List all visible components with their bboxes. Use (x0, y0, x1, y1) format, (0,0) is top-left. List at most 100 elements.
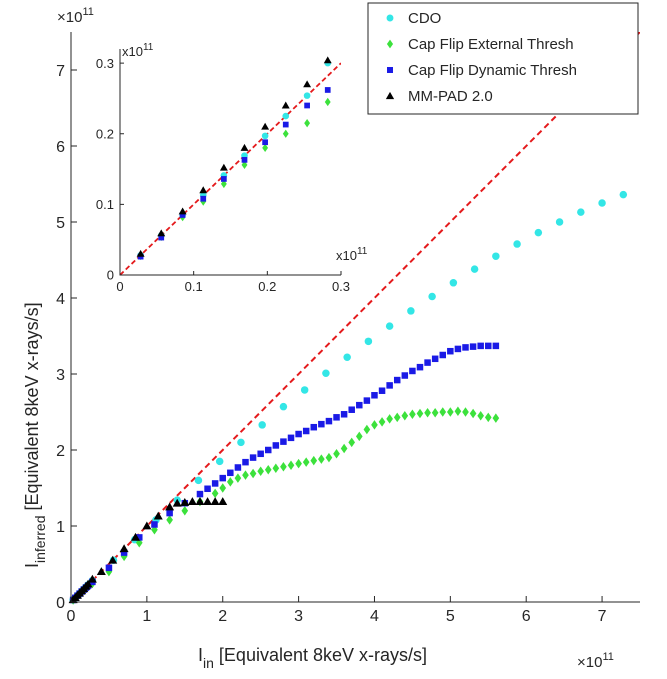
inset-x-tick-label: 0 (116, 279, 123, 294)
inset-point (221, 176, 227, 182)
main-point (348, 406, 355, 413)
main-point (187, 497, 197, 506)
main-point (318, 454, 325, 464)
main-point (120, 549, 128, 556)
inset-point (324, 87, 331, 93)
main-point (428, 292, 436, 301)
main-point (83, 579, 93, 588)
inset-point (179, 212, 186, 218)
main-point (393, 412, 401, 423)
inset-point (199, 186, 208, 194)
inset-point (281, 101, 290, 109)
main-point (272, 463, 280, 473)
x-multiplier-inset: x1011 (336, 246, 368, 263)
x-axis-label: Iin [Equivalent 8keV x-rays/s] (198, 645, 427, 671)
x-multiplier-main: ×1011 (577, 651, 614, 671)
main-point (280, 461, 287, 472)
inset-point (158, 234, 165, 241)
main-point (409, 367, 416, 375)
main-point (234, 473, 242, 483)
inset-axes: 0 0.1 0.2 0.3 0 0.1 0.2 0.3 (96, 49, 350, 294)
main-point (469, 343, 477, 350)
main-point (257, 466, 264, 477)
main-point (513, 240, 521, 248)
legend-label: Cap Flip External Thresh (408, 36, 574, 53)
main-point (378, 417, 386, 427)
main-point (416, 363, 424, 371)
main-point (340, 443, 348, 454)
main-point (416, 408, 424, 419)
main-point (135, 537, 143, 548)
main-point (470, 265, 479, 273)
main-point (257, 450, 264, 458)
main-point (166, 515, 173, 525)
inset-point (200, 195, 207, 202)
inset-series-3 (136, 56, 332, 257)
main-point (302, 427, 310, 435)
inset-point (178, 207, 187, 215)
main-point (249, 454, 257, 461)
main-point (555, 218, 564, 226)
inset-point (303, 80, 312, 88)
inset-point (282, 129, 289, 138)
main-x-tick-label: 4 (370, 608, 379, 625)
y-axis-label: Iinferred [Equivalent 8keV x-rays/s] (22, 302, 48, 568)
inset-point (262, 143, 269, 153)
main-point (87, 574, 97, 583)
main-point (447, 347, 454, 355)
main-point (204, 485, 211, 493)
main-y-tick-label: 5 (56, 215, 65, 232)
main-point (363, 397, 371, 404)
main-point (226, 477, 234, 487)
main-point (272, 442, 280, 449)
main-point (237, 438, 245, 447)
inset-point (304, 102, 310, 109)
legend-label: Cap Flip Dynamic Thresh (408, 62, 577, 79)
main-point (249, 468, 257, 479)
main-point (439, 351, 446, 359)
main-point (227, 469, 234, 477)
main-reference-line (71, 32, 640, 602)
main-point (355, 431, 363, 442)
main-point (264, 465, 272, 475)
main-point (280, 438, 287, 445)
inset-point (240, 143, 249, 151)
main-point (96, 567, 106, 575)
main-point (195, 497, 205, 506)
legend-label: MM-PAD 2.0 (408, 88, 493, 105)
inset-point (136, 249, 145, 257)
main-point (484, 412, 492, 423)
main-point (194, 476, 203, 485)
main-point (203, 497, 213, 506)
main-point (153, 511, 163, 520)
main-point (325, 417, 333, 425)
main-point (218, 497, 228, 506)
main-point (105, 564, 113, 572)
main-point (454, 345, 462, 353)
inset-point (323, 56, 332, 64)
inset-point (262, 139, 268, 146)
main-point (333, 449, 340, 459)
main-y-tick-label: 0 (56, 595, 65, 612)
main-point (577, 208, 585, 216)
legend-box (367, 2, 639, 115)
main-point (211, 480, 219, 487)
main-x-tick-label: 6 (522, 608, 531, 625)
inset-point (261, 122, 270, 130)
main-point (598, 199, 606, 207)
main-point (165, 502, 175, 511)
main-point (196, 490, 204, 498)
main-point (462, 344, 469, 351)
legend-marker (386, 39, 394, 49)
inset-point (304, 118, 311, 128)
legend-marker (386, 14, 394, 22)
main-point (172, 498, 182, 507)
main-point (302, 457, 310, 467)
inset-x-tick-label: 0.2 (258, 279, 276, 294)
main-point (477, 342, 484, 350)
main-x-tick-label: 7 (598, 608, 607, 625)
main-point (130, 532, 140, 541)
main-point (151, 521, 158, 528)
main-point (318, 420, 325, 428)
